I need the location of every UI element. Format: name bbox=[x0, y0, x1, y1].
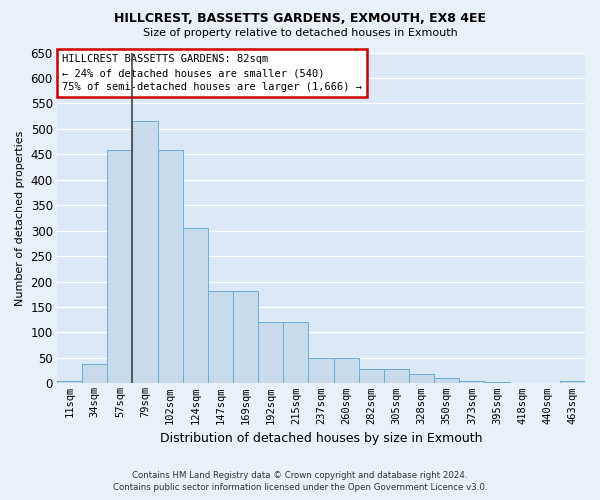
Bar bbox=[57, 381, 82, 384]
Bar bbox=[182, 228, 208, 384]
Bar bbox=[359, 369, 384, 384]
Y-axis label: Number of detached properties: Number of detached properties bbox=[15, 130, 25, 306]
Bar bbox=[560, 381, 585, 384]
Bar bbox=[208, 290, 233, 384]
X-axis label: Distribution of detached houses by size in Exmouth: Distribution of detached houses by size … bbox=[160, 432, 482, 445]
Bar bbox=[82, 364, 107, 384]
Bar bbox=[535, 383, 560, 384]
Bar bbox=[334, 358, 359, 384]
Bar bbox=[233, 290, 258, 384]
Text: HILLCREST, BASSETTS GARDENS, EXMOUTH, EX8 4EE: HILLCREST, BASSETTS GARDENS, EXMOUTH, EX… bbox=[114, 12, 486, 26]
Bar bbox=[283, 322, 308, 384]
Text: Contains HM Land Registry data © Crown copyright and database right 2024.
Contai: Contains HM Land Registry data © Crown c… bbox=[113, 471, 487, 492]
Text: Size of property relative to detached houses in Exmouth: Size of property relative to detached ho… bbox=[143, 28, 457, 38]
Bar bbox=[384, 369, 409, 384]
Bar bbox=[409, 374, 434, 384]
Bar bbox=[434, 378, 459, 384]
Bar bbox=[258, 322, 283, 384]
Bar bbox=[133, 121, 158, 384]
Bar bbox=[107, 150, 133, 384]
Bar bbox=[484, 382, 509, 384]
Bar bbox=[158, 150, 182, 384]
Text: HILLCREST BASSETTS GARDENS: 82sqm
← 24% of detached houses are smaller (540)
75%: HILLCREST BASSETTS GARDENS: 82sqm ← 24% … bbox=[62, 54, 362, 92]
Bar bbox=[308, 358, 334, 384]
Bar bbox=[459, 381, 484, 384]
